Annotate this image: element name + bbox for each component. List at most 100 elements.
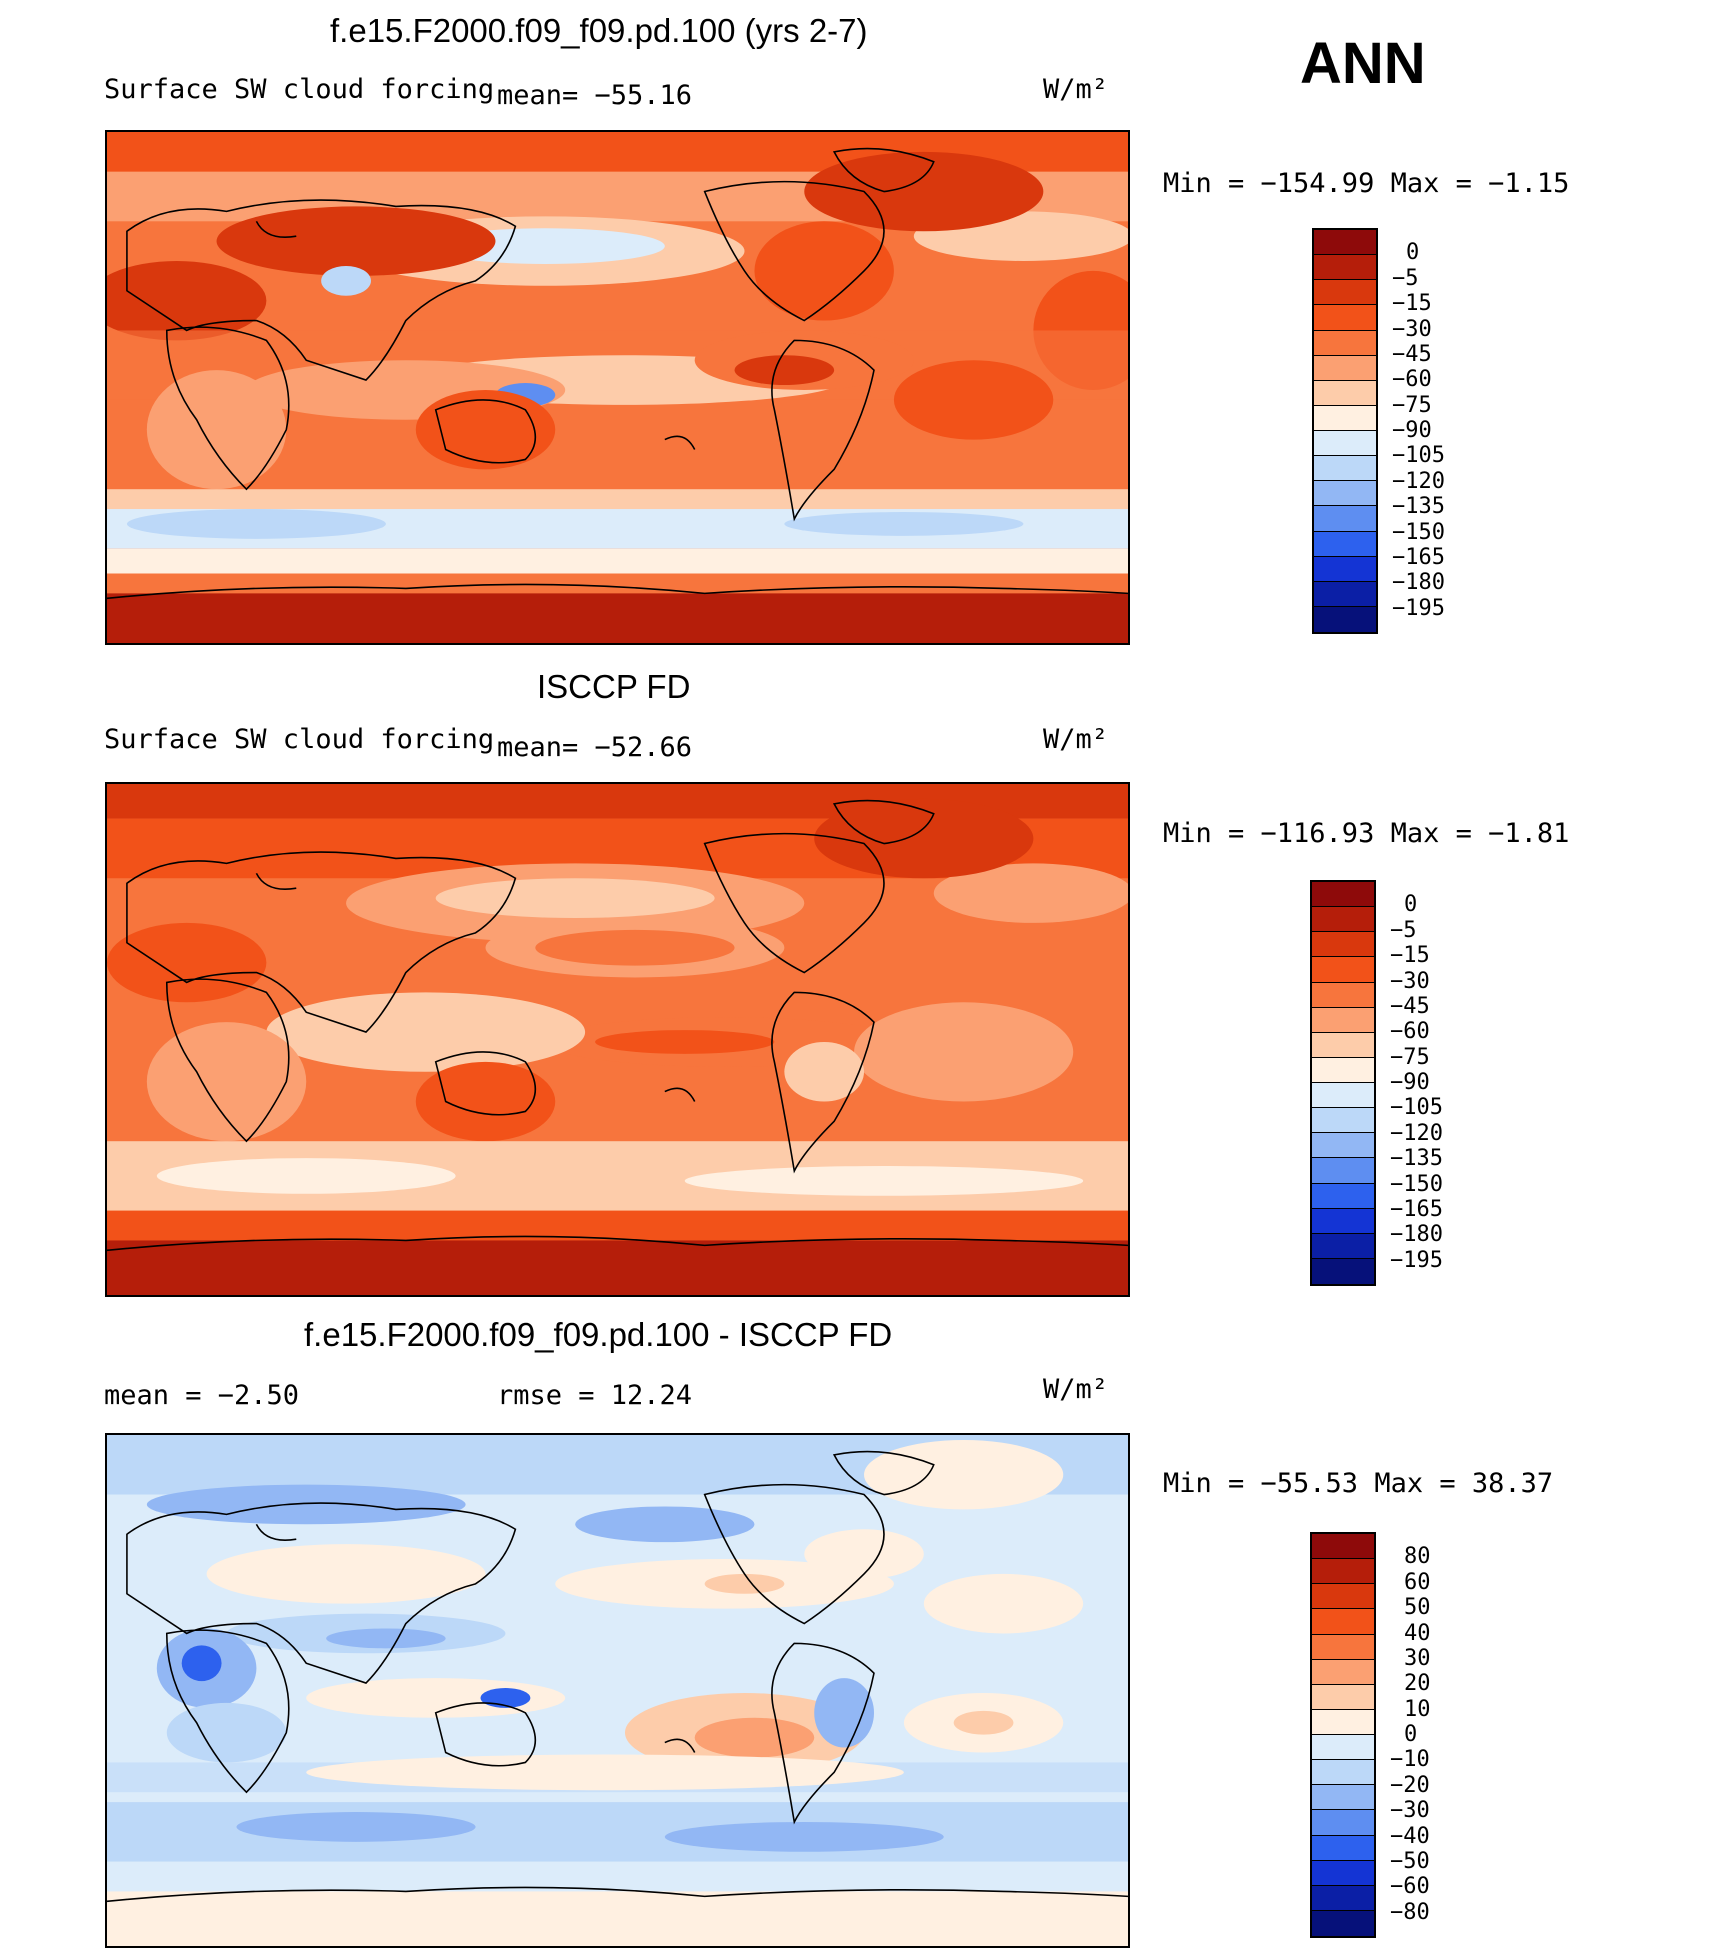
colorbar-swatch bbox=[1314, 606, 1376, 632]
colorbar-tick-label: −195 bbox=[1392, 595, 1445, 621]
colorbar-swatch bbox=[1312, 1584, 1374, 1610]
colorbar-swatch bbox=[1314, 380, 1376, 406]
colorbar-tick-label: −30 bbox=[1392, 316, 1432, 342]
panel1-colorbar-labels: 0 −5 −15 −30 −45 −60 −75 −90 −105 −120 −135 −150 −16… bbox=[1392, 228, 1512, 634]
colorbar-tick-label: −195 bbox=[1390, 1247, 1443, 1273]
colorbar-swatch bbox=[1312, 1007, 1374, 1033]
panel3-map bbox=[105, 1433, 1130, 1948]
colorbar-swatch bbox=[1314, 581, 1376, 607]
colorbar-tick-label: −15 bbox=[1392, 291, 1432, 317]
colorbar-swatch bbox=[1314, 556, 1376, 582]
panel3-colorbar bbox=[1310, 1532, 1376, 1938]
colorbar-tick-label: 40 bbox=[1404, 1620, 1431, 1646]
colorbar-tick-label: −40 bbox=[1390, 1823, 1430, 1849]
colorbar-swatch bbox=[1312, 1233, 1374, 1259]
panel2-variable-label: Surface SW cloud forcing bbox=[104, 724, 495, 755]
colorbar-swatch bbox=[1314, 405, 1376, 431]
colorbar-tick-label: −180 bbox=[1392, 570, 1445, 596]
panel1-minmax: Min = −154.99 Max = −1.15 bbox=[1163, 168, 1570, 199]
colorbar-swatch bbox=[1314, 456, 1376, 482]
panel2-map bbox=[105, 782, 1130, 1297]
colorbar-tick-label: −10 bbox=[1390, 1747, 1430, 1773]
colorbar-tick-label: −5 bbox=[1390, 917, 1417, 943]
panel1-title: f.e15.F2000.f09_f09.pd.100 (yrs 2-7) bbox=[330, 12, 868, 49]
colorbar-tick-label: 30 bbox=[1404, 1645, 1431, 1671]
colorbar-swatch bbox=[1312, 1760, 1374, 1786]
colorbar-tick-label: −5 bbox=[1392, 265, 1419, 291]
colorbar-swatch bbox=[1314, 531, 1376, 557]
colorbar-tick-label: 80 bbox=[1404, 1544, 1431, 1570]
colorbar-swatch bbox=[1312, 907, 1374, 933]
panel1-map bbox=[105, 130, 1130, 645]
colorbar-swatch bbox=[1312, 1083, 1374, 1109]
colorbar-tick-label: 0 bbox=[1404, 1722, 1418, 1747]
colorbar-tick-label: −50 bbox=[1390, 1848, 1430, 1874]
colorbar-swatch bbox=[1312, 1158, 1374, 1184]
colorbar-swatch bbox=[1314, 305, 1376, 331]
colorbar-swatch bbox=[1312, 1133, 1374, 1159]
colorbar-swatch bbox=[1312, 1885, 1374, 1911]
colorbar-tick-label: −60 bbox=[1390, 1019, 1430, 1045]
colorbar-tick-label: 0 bbox=[1406, 240, 1420, 266]
colorbar-swatch bbox=[1312, 1860, 1374, 1886]
panel2-colorbar bbox=[1310, 880, 1376, 1286]
colorbar-swatch bbox=[1312, 1709, 1374, 1735]
colorbar-tick-label: −80 bbox=[1390, 1899, 1430, 1925]
panel3-units-label: W/m² bbox=[1043, 1374, 1109, 1405]
colorbar-swatch bbox=[1314, 230, 1376, 256]
colorbar-tick-label: −135 bbox=[1390, 1146, 1443, 1172]
colorbar-swatch bbox=[1312, 1634, 1374, 1660]
colorbar-tick-label: −75 bbox=[1392, 392, 1432, 418]
colorbar-tick-label: −45 bbox=[1392, 341, 1432, 367]
colorbar-tick-label: 0 bbox=[1404, 892, 1418, 918]
colorbar-tick-label: −105 bbox=[1390, 1095, 1443, 1121]
colorbar-tick-label: 20 bbox=[1404, 1671, 1431, 1697]
colorbar-tick-label: −60 bbox=[1390, 1874, 1430, 1900]
panel3-mean-label: mean = −2.50 bbox=[104, 1380, 300, 1411]
colorbar-swatch bbox=[1312, 1208, 1374, 1234]
colorbar-swatch bbox=[1312, 1785, 1374, 1811]
colorbar-swatch bbox=[1312, 1910, 1374, 1936]
colorbar-tick-label: 60 bbox=[1404, 1569, 1431, 1595]
colorbar-swatch bbox=[1312, 1835, 1374, 1861]
panel3-title: f.e15.F2000.f09_f09.pd.100 - ISCCP FD bbox=[304, 1316, 893, 1353]
colorbar-tick-label: −105 bbox=[1392, 443, 1445, 469]
colorbar-tick-label: −30 bbox=[1390, 1798, 1430, 1824]
colorbar-tick-label: −90 bbox=[1390, 1070, 1430, 1095]
colorbar-swatch bbox=[1312, 1735, 1374, 1761]
colorbar-tick-label: −60 bbox=[1392, 367, 1432, 393]
colorbar-tick-label: −90 bbox=[1392, 418, 1432, 443]
colorbar-tick-label: −135 bbox=[1392, 494, 1445, 520]
colorbar-tick-label: −75 bbox=[1390, 1044, 1430, 1070]
colorbar-tick-label: −165 bbox=[1390, 1196, 1443, 1222]
colorbar-tick-label: −45 bbox=[1390, 993, 1430, 1019]
colorbar-swatch bbox=[1312, 882, 1374, 908]
colorbar-swatch bbox=[1312, 1609, 1374, 1635]
colorbar-tick-label: −180 bbox=[1390, 1222, 1443, 1248]
colorbar-tick-label: −15 bbox=[1390, 943, 1430, 969]
colorbar-swatch bbox=[1312, 1057, 1374, 1083]
colorbar-tick-label: −150 bbox=[1392, 519, 1445, 545]
panel2-mean-label: mean= −52.66 bbox=[497, 732, 693, 763]
colorbar-swatch bbox=[1312, 1659, 1374, 1685]
colorbar-tick-label: −150 bbox=[1390, 1171, 1443, 1197]
panel2-units-label: W/m² bbox=[1043, 724, 1109, 755]
colorbar-tick-label: −30 bbox=[1390, 968, 1430, 994]
colorbar-swatch bbox=[1314, 481, 1376, 507]
colorbar-swatch bbox=[1314, 255, 1376, 281]
colorbar-tick-label: 50 bbox=[1404, 1595, 1431, 1621]
season-label: ANN bbox=[1300, 31, 1426, 96]
colorbar-swatch bbox=[1314, 280, 1376, 306]
colorbar-swatch bbox=[1312, 1684, 1374, 1710]
colorbar-swatch bbox=[1312, 1534, 1374, 1560]
colorbar-swatch bbox=[1314, 431, 1376, 457]
colorbar-tick-label: −165 bbox=[1392, 544, 1445, 570]
panel3-colorbar-labels: 80 60 50 40 30 20 10 0 −10 −20 −30 −40 −50 −60 −80 bbox=[1390, 1532, 1510, 1938]
colorbar-tick-label: −120 bbox=[1392, 468, 1445, 494]
colorbar-swatch bbox=[1312, 932, 1374, 958]
panel2-title: ISCCP FD bbox=[537, 668, 691, 705]
panel1-mean-label: mean= −55.16 bbox=[497, 80, 693, 111]
panel1-colorbar bbox=[1312, 228, 1378, 634]
colorbar-swatch bbox=[1314, 506, 1376, 532]
panel2-minmax: Min = −116.93 Max = −1.81 bbox=[1163, 818, 1570, 849]
